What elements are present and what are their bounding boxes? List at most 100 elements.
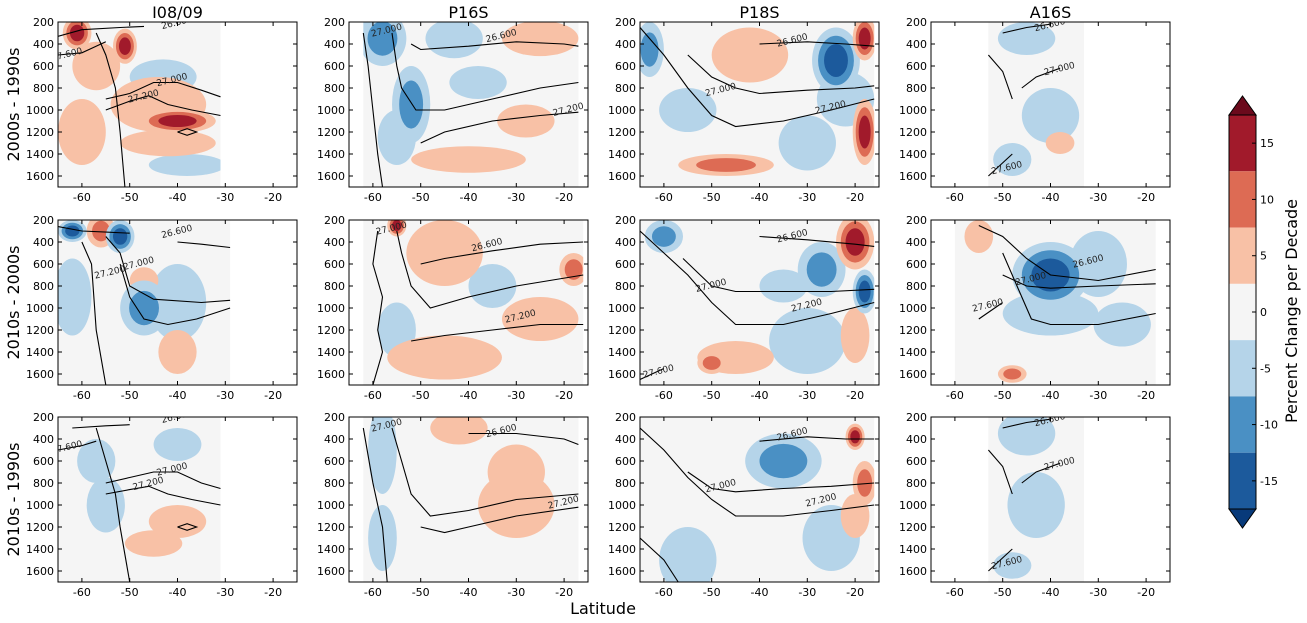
anomaly-band	[411, 146, 526, 173]
x-tick-label: -30	[798, 389, 816, 402]
y-tick-label: 600	[615, 455, 636, 468]
x-tick-label: -40	[460, 389, 478, 402]
x-tick-label: -40	[751, 586, 769, 599]
panel-r2-c0: 26.60027.60027.00027.2002004006008001000…	[26, 411, 298, 599]
panel-r0-c0: 26.60027.60027.00027.2002004006008001000…	[26, 16, 298, 204]
y-tick-label: 1200	[608, 126, 636, 139]
colorbar-extend-min	[1228, 508, 1257, 529]
x-tick-label: -50	[703, 191, 721, 204]
isopycnal-line	[58, 25, 145, 37]
y-tick-label: 200	[324, 214, 345, 227]
isopycnal-line	[640, 27, 875, 128]
anomaly-band	[711, 27, 789, 83]
y-tick-label: 800	[33, 477, 54, 490]
x-tick-label: -60	[73, 586, 91, 599]
y-tick-label: 1000	[899, 499, 927, 512]
anomaly-band	[92, 220, 110, 242]
y-tick-label: 1600	[608, 170, 636, 183]
y-tick-label: 200	[906, 16, 927, 29]
isopycnal-line	[410, 41, 579, 51]
isopycnal-line	[1002, 23, 1051, 34]
x-tick-label: -30	[216, 389, 234, 402]
y-tick-label: 1400	[608, 148, 636, 161]
x-tick-label: -40	[169, 389, 187, 402]
y-tick-label: 1200	[26, 324, 54, 337]
column-titles: I08/09 P16S P18S A16S	[152, 3, 1071, 22]
isopycnal-line	[177, 523, 199, 531]
isopycnal-line	[119, 263, 231, 326]
panel-r1-c3: 26.60027.00027.6002004006008001000120014…	[899, 214, 1171, 402]
anomaly-band	[449, 66, 507, 99]
x-tick-label: -60	[655, 191, 673, 204]
row-label: 2010s - 1990s	[4, 442, 23, 556]
isopycnal-line	[640, 230, 875, 326]
anomaly-band	[425, 22, 483, 59]
x-tick-label: -20	[846, 191, 864, 204]
y-tick-label: 1000	[317, 104, 345, 117]
y-tick-label: 1000	[26, 302, 54, 315]
y-tick-label: 1000	[608, 302, 636, 315]
x-tick-label: -20	[264, 389, 282, 402]
isopycnal-line	[1002, 274, 1156, 289]
y-tick-label: 1400	[317, 148, 345, 161]
isopycnal-line	[987, 54, 1013, 100]
y-tick-label: 1600	[899, 565, 927, 578]
anomaly-band	[387, 335, 502, 380]
x-tick-label: -40	[751, 389, 769, 402]
y-tick-label: 200	[324, 16, 345, 29]
anomaly-band	[399, 80, 424, 129]
y-tick-label: 800	[33, 82, 54, 95]
anomaly-band	[86, 477, 125, 533]
x-tick-label: -60	[73, 191, 91, 204]
y-tick-label: 1600	[26, 565, 54, 578]
y-tick-label: 1000	[317, 499, 345, 512]
panel-r0-c1: 27.000 26.60027.2002004006008001000120014…	[317, 16, 589, 204]
anomaly-band	[120, 129, 216, 157]
anomaly-band	[1045, 132, 1075, 154]
y-tick-label: 600	[906, 60, 927, 73]
colorbar-tick-label: 5	[1260, 250, 1267, 263]
x-tick-label: -60	[364, 191, 382, 204]
x-tick-label: -50	[703, 389, 721, 402]
y-tick-label: 1000	[899, 104, 927, 117]
anomaly-band	[58, 99, 106, 165]
y-tick-label: 1000	[26, 499, 54, 512]
y-tick-label: 400	[33, 38, 54, 51]
anomaly-band	[778, 115, 836, 171]
colorbar: 15 10 5 0 -5 -10 -15	[1228, 95, 1278, 529]
anomaly-band	[158, 114, 197, 128]
column-title: P18S	[739, 3, 779, 22]
anomaly-band	[858, 115, 871, 149]
panel-r1-c2: 27.20027.00026.60027.6002004006008001000…	[608, 214, 880, 402]
anomaly-band	[158, 330, 197, 374]
x-tick-label: -20	[846, 389, 864, 402]
y-tick-label: 400	[615, 38, 636, 51]
y-tick-label: 200	[324, 411, 345, 424]
anomaly-band	[430, 417, 488, 445]
y-tick-label: 1600	[317, 565, 345, 578]
y-tick-label: 400	[324, 236, 345, 249]
anomaly-band	[501, 22, 579, 57]
anomaly-band	[850, 430, 860, 444]
isopycnal-line	[72, 424, 130, 429]
anomaly-band	[77, 439, 116, 483]
y-tick-label: 1200	[26, 126, 54, 139]
panel-r1-c1: 27.00027.20026.6002004006008001000120014…	[317, 214, 589, 402]
x-tick-label: -30	[1089, 191, 1107, 204]
x-tick-label: -30	[798, 586, 816, 599]
y-tick-label: 1400	[317, 543, 345, 556]
isopycnal-line	[396, 230, 584, 309]
y-tick-label: 1400	[26, 543, 54, 556]
x-tick-label: -60	[364, 586, 382, 599]
y-tick-label: 1600	[317, 170, 345, 183]
isopycnal-line	[988, 548, 1013, 572]
y-tick-label: 1200	[26, 521, 54, 534]
y-tick-label: 400	[615, 433, 636, 446]
x-tick-label: -50	[121, 191, 139, 204]
y-tick-label: 600	[615, 258, 636, 271]
x-tick-label: -40	[1042, 389, 1060, 402]
y-tick-label: 1200	[899, 521, 927, 534]
colorbar-tick-label: -5	[1260, 362, 1271, 375]
panel-r0-c3: 26.60027.00027.6002004006008001000120014…	[899, 16, 1171, 204]
anomaly-band	[696, 158, 756, 172]
